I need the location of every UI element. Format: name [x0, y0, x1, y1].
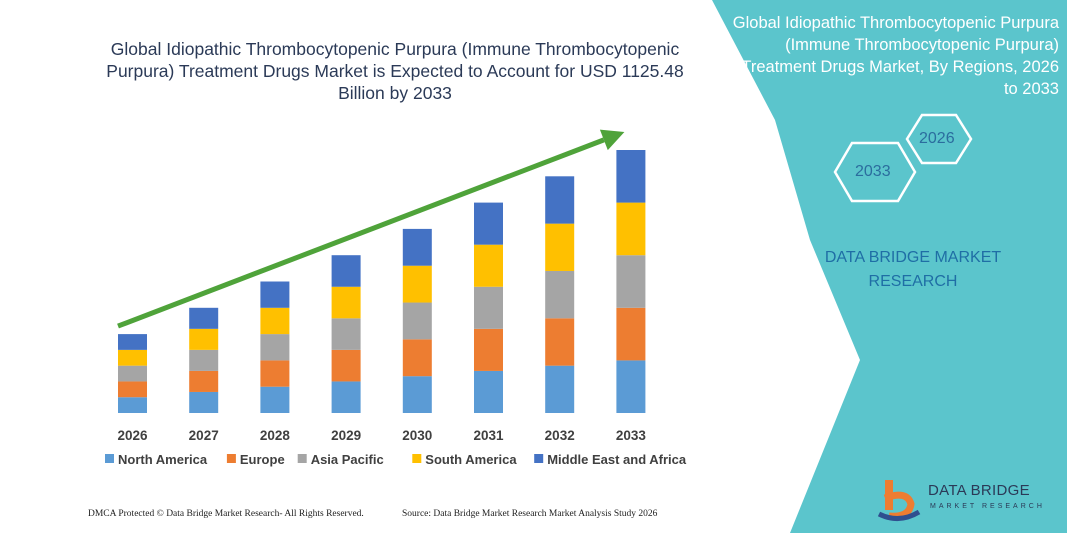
x-tick-label: 2032	[545, 428, 575, 443]
bar-2029-south-america	[331, 286, 361, 319]
bar-2029-north-america	[331, 381, 361, 413]
legend: North America Europe Asia Pacific South Ame…	[105, 452, 687, 467]
legend-label: Europe	[240, 452, 285, 467]
bar-2026-south-america	[118, 349, 147, 366]
bar-2030-north-america	[402, 376, 432, 413]
bars-group	[118, 150, 646, 413]
hexagon-front	[833, 141, 917, 203]
trend-arrow-shaft	[117, 137, 605, 329]
bar-2028-north-america	[260, 386, 290, 413]
company-name: DATA BRIDGE MARKET RESEARCH	[818, 246, 1008, 294]
bar-2027-south-america	[189, 328, 219, 350]
bar-2028-europe	[260, 360, 290, 387]
x-tick-label: 2028	[260, 428, 291, 443]
bar-2027-middle-east-and-africa	[189, 307, 219, 329]
legend-label: North America	[118, 452, 208, 467]
legend-swatch	[105, 454, 114, 463]
bar-2030-middle-east-and-africa	[402, 228, 432, 266]
bar-2031-north-america	[474, 370, 503, 413]
bar-2026-asia-pacific	[118, 365, 147, 382]
bar-2026-europe	[118, 381, 147, 398]
bar-2029-asia-pacific	[331, 318, 361, 350]
trend-arrow-head	[599, 129, 625, 151]
logo-tagline: MARKET RESEARCH	[930, 503, 1045, 510]
bar-2026-north-america	[118, 397, 147, 413]
footer-source: Source: Data Bridge Market Research Mark…	[402, 509, 658, 519]
bar-2032-north-america	[545, 365, 575, 413]
bar-2033-south-america	[616, 202, 646, 256]
bar-2031-middle-east-and-africa	[474, 202, 503, 245]
bar-2027-north-america	[189, 391, 219, 413]
x-tick-label: 2030	[402, 428, 432, 443]
bar-2028-south-america	[260, 307, 290, 335]
bar-2031-south-america	[474, 244, 503, 287]
bar-2033-north-america	[616, 360, 646, 413]
hexagon-year-2026: 2026	[919, 130, 955, 147]
bar-2033-asia-pacific	[616, 255, 646, 308]
x-tick-label: 2029	[331, 428, 361, 443]
x-tick-label: 2027	[189, 428, 219, 443]
legend-label: Middle East and Africa	[547, 452, 687, 467]
legend-swatch	[534, 454, 544, 463]
bar-2028-middle-east-and-africa	[260, 281, 290, 308]
bar-2028-asia-pacific	[260, 334, 290, 361]
company-name-line2: RESEARCH	[868, 273, 958, 290]
chart-title: Global Idiopathic Thrombocytopenic Purpu…	[106, 39, 684, 103]
x-tick-label: 2026	[117, 428, 148, 443]
data-bridge-logo-icon	[877, 480, 921, 521]
bar-2029-middle-east-and-africa	[331, 255, 361, 287]
stacked-bar-chart: 2026 2027 2028 2029 2030 2031 2032 2033 North A…	[105, 129, 687, 467]
hexagon-year-2033: 2033	[855, 163, 891, 180]
bar-2032-middle-east-and-africa	[545, 176, 575, 224]
legend-label: Asia Pacific	[311, 452, 384, 467]
legend-swatch	[412, 454, 422, 463]
legend-swatch	[297, 454, 307, 463]
side-panel-title: Global Idiopathic Thrombocytopenic Purpu…	[732, 14, 1059, 98]
x-tick-labels: 2026 2027 2028 2029 2030 2031 2032 2033	[117, 428, 646, 443]
bar-2027-europe	[189, 370, 219, 392]
footer-copyright: DMCA Protected © Data Bridge Market Rese…	[88, 509, 364, 519]
bar-2032-south-america	[545, 223, 575, 271]
teal-panel-shape	[712, 0, 1067, 533]
bar-2032-europe	[545, 318, 575, 366]
hexagon-back	[905, 113, 973, 165]
legend-swatch	[226, 454, 236, 463]
bar-2031-europe	[474, 328, 503, 371]
bar-2029-europe	[331, 349, 361, 382]
x-tick-label: 2033	[616, 428, 647, 443]
logo-name: DATA BRIDGE	[928, 482, 1030, 499]
x-tick-label: 2031	[473, 428, 504, 443]
bar-2032-asia-pacific	[545, 270, 575, 319]
bar-2027-asia-pacific	[189, 349, 219, 371]
bar-2033-middle-east-and-africa	[616, 150, 646, 203]
legend-label: South America	[425, 452, 517, 467]
bar-2030-europe	[402, 339, 432, 377]
bar-2031-asia-pacific	[474, 286, 503, 329]
bar-2026-middle-east-and-africa	[118, 334, 147, 350]
company-name-line1: DATA BRIDGE MARKET	[824, 249, 1002, 266]
trend-arrow	[117, 129, 625, 329]
bar-2033-europe	[616, 307, 646, 361]
bar-2030-south-america	[402, 265, 432, 303]
bar-2030-asia-pacific	[402, 302, 432, 340]
